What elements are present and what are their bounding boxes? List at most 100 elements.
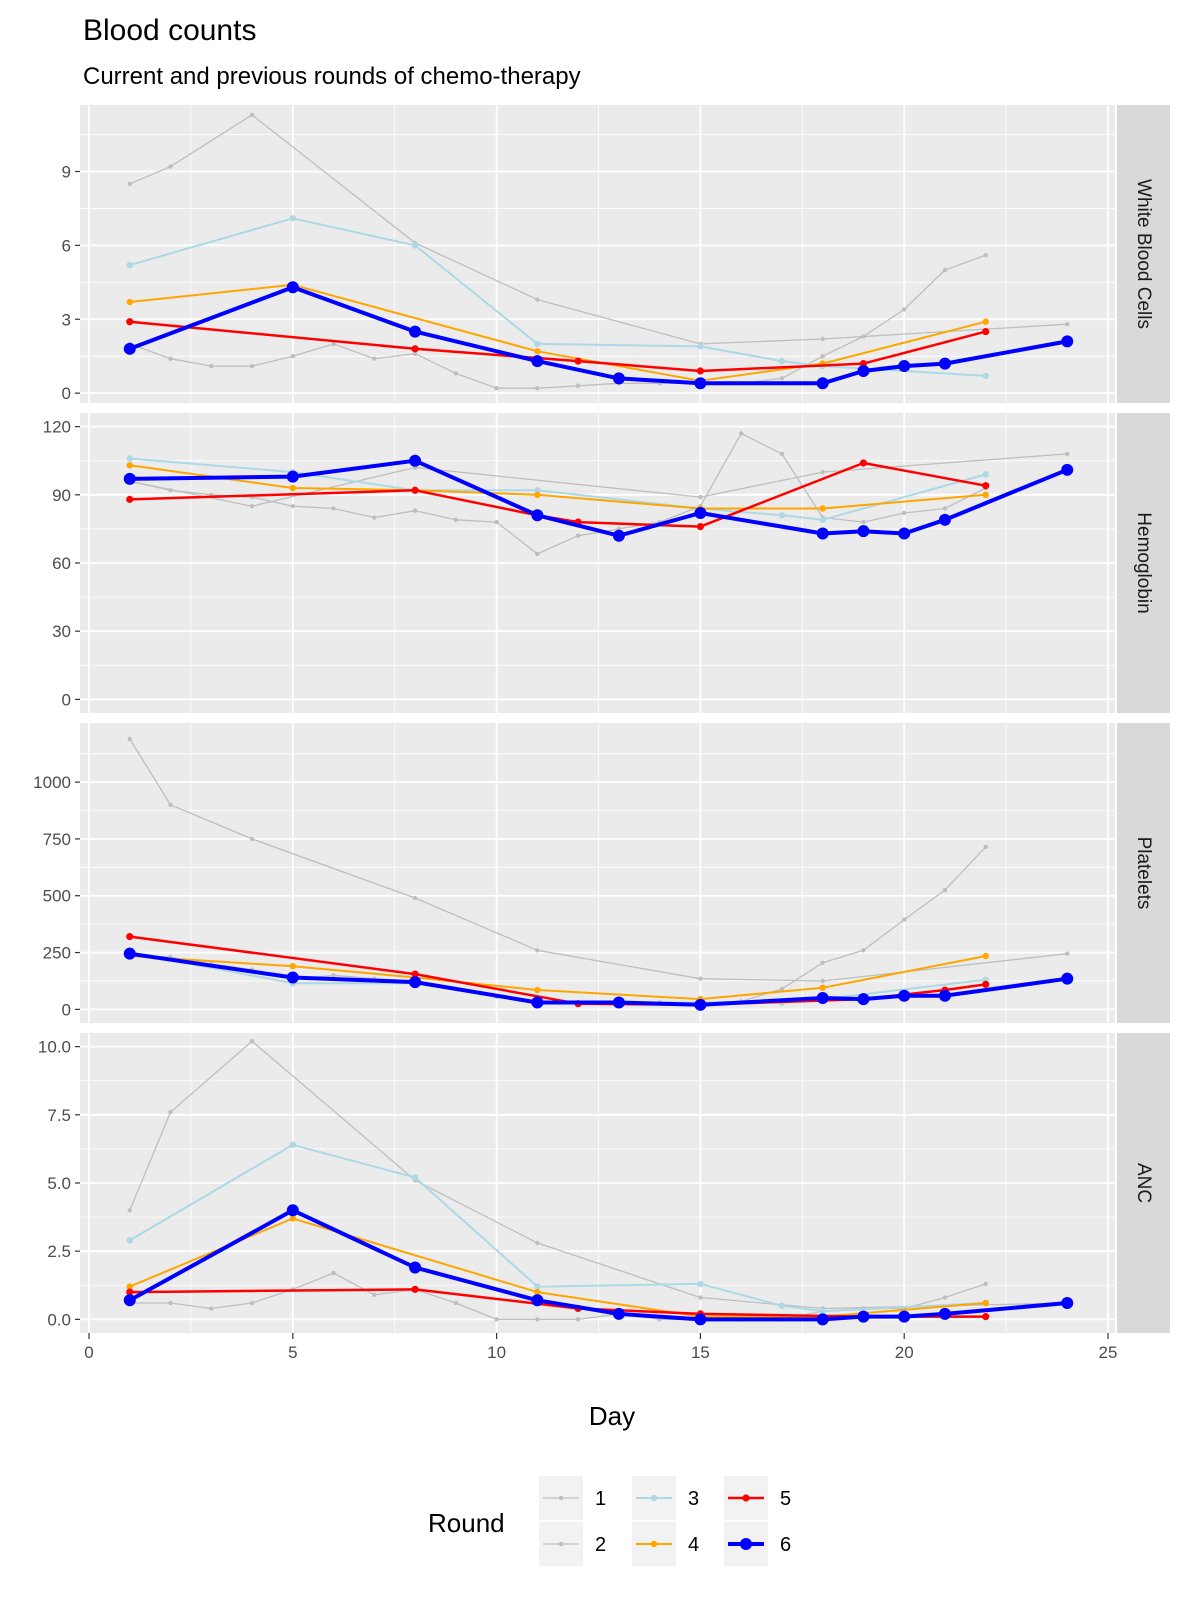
data-point (286, 1204, 299, 1217)
data-point (898, 360, 911, 373)
data-point (531, 355, 544, 368)
y-tick-label: 5.0 (47, 1174, 71, 1193)
data-point (942, 1295, 948, 1300)
data-point (1065, 321, 1070, 327)
y-tick-label: 0 (62, 1000, 71, 1019)
data-point (411, 970, 419, 978)
data-point (816, 1313, 829, 1326)
data-point (778, 357, 786, 365)
data-point (372, 515, 377, 520)
data-point (535, 386, 540, 391)
data-point (983, 253, 988, 258)
data-point (859, 459, 868, 467)
data-point (1061, 463, 1074, 476)
data-point (857, 525, 870, 538)
x-tick-label: 25 (1099, 1343, 1118, 1362)
data-point (126, 298, 133, 306)
data-point (983, 844, 988, 850)
data-point (411, 1285, 419, 1293)
legend-label-round-5: 5 (780, 1488, 791, 1510)
data-point (696, 367, 705, 375)
data-point (898, 1310, 911, 1323)
data-point (535, 1317, 540, 1322)
data-point (411, 345, 419, 353)
y-tick-label: 0.0 (47, 1310, 71, 1329)
y-tick-label: 60 (52, 554, 71, 573)
data-point (778, 1302, 786, 1309)
legend-label-round-2: 2 (595, 1534, 606, 1556)
x-tick-label: 20 (895, 1343, 914, 1362)
x-tick-label: 0 (84, 1343, 93, 1362)
data-point (289, 215, 296, 222)
data-point (123, 1294, 136, 1307)
data-point (857, 364, 870, 377)
data-point (168, 164, 173, 169)
series-round-6 (123, 281, 1074, 390)
data-point (494, 386, 499, 391)
data-point (982, 318, 989, 325)
data-point (861, 519, 866, 525)
data-point (286, 971, 299, 984)
data-point (534, 1288, 541, 1296)
y-tick-label: 0 (62, 384, 71, 403)
series-line (129, 114, 1068, 345)
data-point (820, 336, 825, 342)
strip-label-hemoglobin: Hemoglobin (1133, 512, 1154, 613)
data-point (575, 383, 581, 388)
legend-label-round-3: 3 (688, 1488, 699, 1510)
data-point (1065, 951, 1070, 956)
data-point (286, 470, 299, 483)
data-point (861, 948, 866, 953)
data-point (819, 984, 826, 991)
y-tick-label: 1000 (33, 773, 71, 792)
data-point (126, 261, 133, 269)
panel-anc: 0.0 2.5 5.0 7.5 10.0 ANC (38, 1033, 1170, 1333)
data-point (534, 340, 541, 348)
data-point (409, 454, 422, 467)
data-point (820, 469, 825, 475)
data-point (902, 917, 907, 922)
y-tick-label: 750 (43, 830, 71, 849)
data-point (938, 513, 951, 526)
data-point (612, 529, 625, 542)
data-point (411, 486, 419, 494)
y-tick-label: 3 (62, 310, 71, 329)
data-point (575, 533, 581, 538)
data-point (126, 318, 134, 326)
data-point (127, 736, 132, 742)
strip-label-white-blood-cells: White Blood Cells (1133, 179, 1154, 329)
legend-key-point (742, 1494, 750, 1502)
legend-key-point (558, 1495, 564, 1501)
data-point (209, 1306, 214, 1311)
series-line (129, 1040, 1068, 1310)
strip-label-anc: ANC (1133, 1163, 1154, 1203)
data-point (453, 371, 459, 376)
data-point (694, 507, 707, 519)
data-point (1061, 972, 1074, 985)
legend-key-point (650, 1494, 658, 1502)
data-point (819, 1307, 826, 1315)
data-point (696, 523, 705, 531)
data-point (942, 506, 948, 511)
data-point (249, 836, 255, 842)
data-point (331, 506, 336, 511)
data-point (816, 527, 829, 540)
x-axis: 0 5 10 15 20 25 (84, 1333, 1117, 1362)
data-point (168, 356, 173, 361)
data-point (938, 989, 951, 1002)
panel-background (80, 723, 1115, 1023)
data-point (820, 960, 825, 965)
data-point (778, 512, 786, 519)
data-point (412, 351, 418, 356)
data-point (1061, 1297, 1074, 1309)
data-point (1061, 335, 1074, 348)
data-point (779, 451, 785, 457)
data-point (697, 1280, 704, 1288)
data-point (126, 933, 134, 941)
data-point (412, 508, 418, 513)
data-point (127, 181, 132, 187)
data-point (1065, 451, 1070, 457)
data-point (779, 376, 785, 381)
legend-key-point (650, 1540, 658, 1548)
